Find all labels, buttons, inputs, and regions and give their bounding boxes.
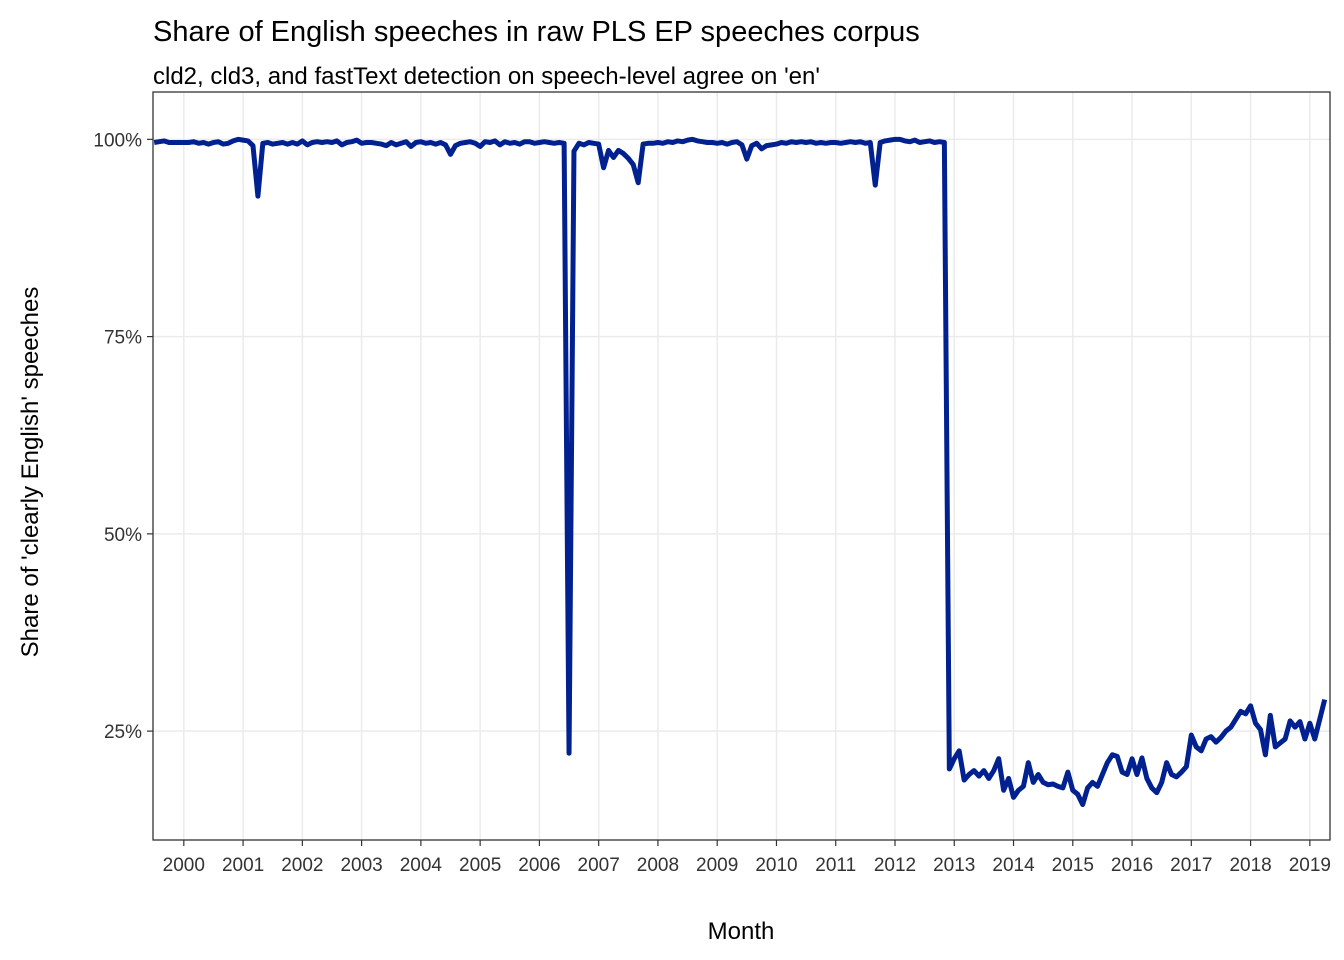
x-tick-label: 2014	[992, 855, 1035, 876]
x-tick-label: 2017	[1170, 855, 1212, 876]
x-tick-label: 2019	[1289, 855, 1331, 876]
chart-title: Share of English speeches in raw PLS EP …	[153, 16, 920, 48]
x-tick-label: 2013	[933, 855, 975, 876]
data-line	[153, 136, 1328, 807]
x-tick-label: 2001	[222, 855, 264, 876]
y-tick-label: 75%	[104, 328, 142, 349]
x-tick-label: 2010	[755, 855, 797, 876]
x-tick-label: 2002	[281, 855, 323, 876]
x-tick-label: 2000	[163, 855, 205, 876]
panel-border	[152, 91, 1331, 841]
x-tick-label: 2015	[1052, 855, 1094, 876]
x-tick-label: 2004	[400, 855, 443, 876]
x-axis-label: Month	[708, 918, 775, 945]
y-tick-label: 50%	[104, 525, 142, 546]
x-tick-label: 2005	[459, 855, 501, 876]
x-tick-label: 2007	[578, 855, 620, 876]
x-tick-label: 2003	[340, 855, 382, 876]
x-tick-label: 2012	[874, 855, 916, 876]
y-tick-label: 100%	[93, 130, 142, 151]
x-tick-label: 2006	[518, 855, 560, 876]
x-tick-label: 2018	[1229, 855, 1271, 876]
y-axis-label: Share of 'clearly English' speeches	[17, 287, 44, 658]
y-tick-label: 25%	[104, 722, 142, 743]
chart-subtitle: cld2, cld3, and fastText detection on sp…	[153, 63, 820, 90]
x-tick-label: 2009	[696, 855, 738, 876]
x-tick-label: 2016	[1111, 855, 1153, 876]
x-tick-label: 2011	[815, 855, 856, 876]
x-tick-label: 2008	[637, 855, 679, 876]
